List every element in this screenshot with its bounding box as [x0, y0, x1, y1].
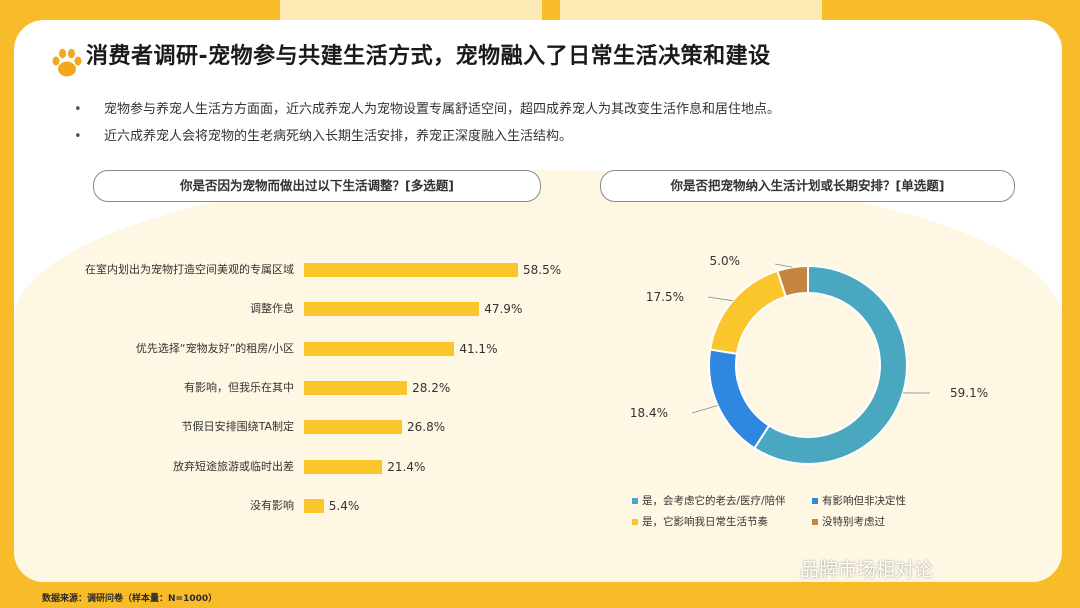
bar-value-label: 5.4%	[328, 498, 360, 513]
bullet-2: 近六成养宠人会将宠物的生老病死纳入长期生活安排，养宠正深度融入生活结构。	[74, 123, 780, 150]
right-question-pill: 你是否把宠物纳入生活计划或长期安排？[单选题]	[600, 170, 1015, 202]
bar-value-label: 26.8%	[407, 420, 446, 435]
bar-category-label: 在室内划出为宠物打造空间美观的专属区域	[85, 263, 294, 276]
bar-category-label: 节假日安排围绕TA制定	[181, 420, 294, 434]
background-wave	[14, 170, 1062, 582]
legend-swatch-brown	[812, 519, 818, 525]
bar	[304, 263, 518, 277]
bar	[304, 302, 480, 317]
top-tab-left	[280, 0, 542, 22]
bar	[304, 420, 403, 435]
summary-bullets: 宠物参与养宠人生活方方面面，近六成养宠人为宠物设置专属舒适空间，超四成养宠人为其…	[74, 96, 780, 150]
bar	[304, 498, 324, 513]
legend-item-2: 有影响但非决定性	[812, 493, 906, 508]
legend-swatch-yellow	[632, 519, 638, 525]
watermark: 品牌市场相对论	[800, 559, 934, 581]
legend-item-4: 没特别考虑过	[812, 514, 885, 529]
bar-value-label: 58.5%	[523, 263, 562, 277]
bar	[304, 459, 383, 474]
legend-item-1: 是，会考虑它的老去/医疗/陪伴	[632, 493, 786, 508]
bar-value-label: 28.2%	[412, 380, 451, 395]
paw-icon	[52, 48, 82, 77]
bar-value-label: 21.4%	[387, 459, 426, 474]
bar-category-label: 优先选择“宠物友好”的租房/小区	[135, 341, 294, 355]
page-title: 消费者调研-宠物参与共建生活方式，宠物融入了日常生活决策和建设	[86, 44, 771, 69]
legend-label: 有影响但非决定性	[822, 495, 906, 507]
left-question-pill: 你是否因为宠物而做出过以下生活调整？[多选题]	[93, 170, 541, 202]
bullet-1: 宠物参与养宠人生活方方面面，近六成养宠人为宠物设置专属舒适空间，超四成养宠人为其…	[74, 96, 780, 123]
legend-swatch-teal	[632, 498, 638, 504]
bar	[304, 341, 455, 356]
bar-value-label: 47.9%	[484, 302, 523, 317]
legend-item-3: 是，它影响我日常生活节奏	[632, 514, 768, 529]
bar-category-label: 有影响，但我乐在其中	[184, 380, 294, 394]
bar-value-label: 41.1%	[459, 341, 498, 356]
legend-label: 是，它影响我日常生活节奏	[642, 516, 768, 528]
bar-category-label: 调整作息	[250, 302, 294, 316]
legend-label: 没特别考虑过	[822, 516, 885, 528]
top-tab-right	[560, 0, 822, 22]
legend-swatch-blue	[812, 498, 818, 504]
bar-category-label: 放弃短途旅游或临时出差	[173, 459, 294, 473]
bar-category-label: 没有影响	[250, 498, 294, 512]
bar	[304, 380, 408, 395]
legend-label: 是，会考虑它的老去/医疗/陪伴	[642, 495, 786, 507]
data-source-note: 数据来源：调研问卷（样本量：N=1000）	[42, 594, 218, 604]
